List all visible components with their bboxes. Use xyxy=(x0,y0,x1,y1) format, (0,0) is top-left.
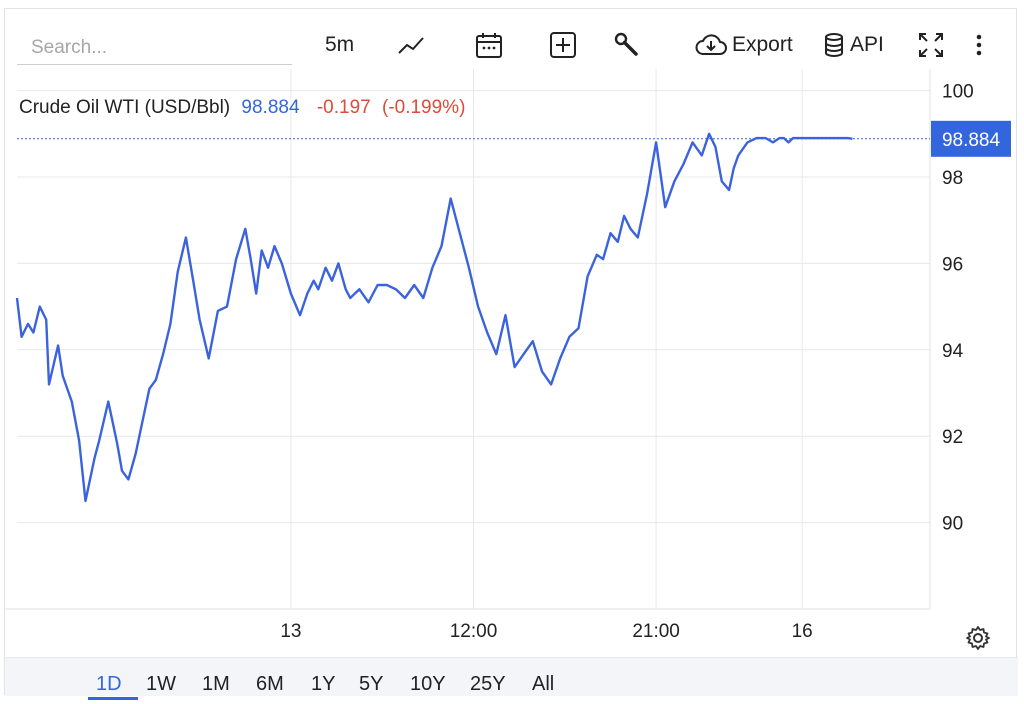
more-options-button[interactable] xyxy=(973,27,985,63)
line-chart-icon xyxy=(398,37,424,54)
x-tick-labels: 13 12:00 21:00 16 xyxy=(280,621,812,642)
chart-widget: 5m xyxy=(4,8,1018,700)
period-all[interactable]: All xyxy=(532,673,555,695)
y-tick-label: 90 xyxy=(942,514,963,535)
period-6m[interactable]: 6M xyxy=(256,673,284,695)
x-tick-label: 16 xyxy=(792,621,813,642)
y-tick-labels: 100 98 96 94 92 90 xyxy=(942,82,974,535)
legend-price: 98.884 xyxy=(241,97,300,118)
period-selector: 1D 1W 1M 6M 1Y 5Y 10Y 25Y All xyxy=(5,657,1018,696)
chart-type-button[interactable] xyxy=(397,27,427,63)
period-25y[interactable]: 25Y xyxy=(470,673,506,695)
price-chart[interactable]: 100 98 96 94 92 90 13 12:00 21:00 16 98.884 Crud… xyxy=(5,9,1016,649)
wrench-icon xyxy=(614,32,638,56)
y-tick-label: 94 xyxy=(942,341,964,362)
legend-change-pct: (-0.199%) xyxy=(382,97,465,118)
search-input[interactable] xyxy=(17,31,292,65)
calendar-icon xyxy=(476,33,502,58)
database-icon xyxy=(825,33,843,57)
grid xyxy=(17,69,930,609)
period-1y[interactable]: 1Y xyxy=(311,673,336,695)
export-button[interactable]: Export xyxy=(694,27,793,63)
period-5y[interactable]: 5Y xyxy=(359,673,384,695)
api-label: API xyxy=(850,33,884,56)
y-tick-label: 100 xyxy=(942,82,974,103)
period-1d[interactable]: 1D xyxy=(96,673,122,695)
period-1w[interactable]: 1W xyxy=(146,673,176,695)
add-indicator-button[interactable] xyxy=(549,27,577,63)
x-tick-label: 12:00 xyxy=(450,621,498,642)
interval-label: 5m xyxy=(325,33,355,56)
y-tick-label: 92 xyxy=(942,427,963,448)
x-tick-label: 13 xyxy=(280,621,301,642)
interval-selector[interactable]: 5m xyxy=(325,27,354,63)
api-button[interactable]: API xyxy=(823,27,884,63)
x-tick-label: 21:00 xyxy=(632,621,680,642)
fullscreen-icon xyxy=(919,33,943,57)
export-label: Export xyxy=(732,33,793,56)
cloud-download-icon xyxy=(695,34,727,55)
last-price-tag xyxy=(931,120,1011,157)
series-line xyxy=(15,132,853,503)
more-vertical-icon xyxy=(976,34,982,56)
tools-button[interactable] xyxy=(613,27,641,63)
y-tick-label: 96 xyxy=(942,254,963,275)
date-range-button[interactable] xyxy=(475,27,503,63)
fullscreen-button[interactable] xyxy=(917,27,945,63)
legend-change: -0.197 xyxy=(317,97,371,118)
plus-box-icon xyxy=(550,32,576,58)
chart-legend: Crude Oil WTI (USD/Bbl) 98.884 -0.197 (-… xyxy=(19,97,465,118)
last-price-tag-label: 98.884 xyxy=(942,130,1001,151)
period-10y[interactable]: 10Y xyxy=(410,673,446,695)
y-tick-label: 98 xyxy=(942,168,963,189)
toolbar: 5m xyxy=(5,9,1016,67)
gear-icon xyxy=(966,626,990,650)
chart-settings-button[interactable] xyxy=(965,625,991,656)
active-period-indicator xyxy=(88,697,138,700)
period-1m[interactable]: 1M xyxy=(202,673,230,695)
legend-name: Crude Oil WTI (USD/Bbl) xyxy=(19,97,230,118)
